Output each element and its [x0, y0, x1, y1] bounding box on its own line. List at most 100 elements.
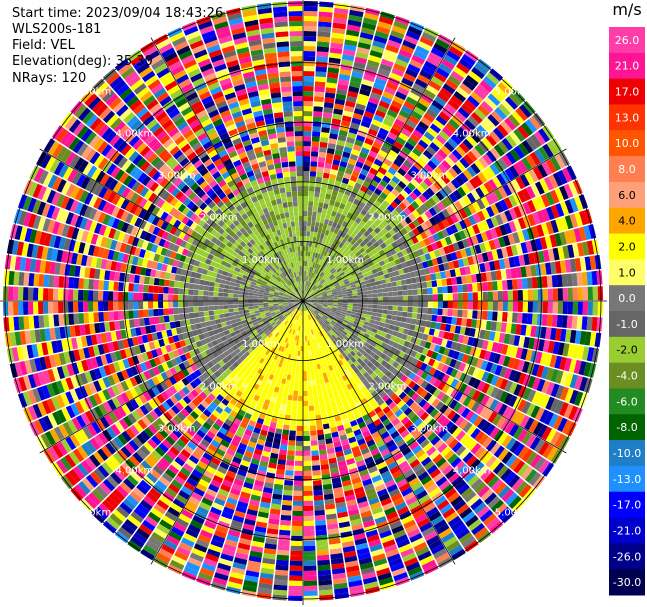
velocity-gate — [420, 116, 432, 127]
velocity-gate — [334, 265, 341, 271]
velocity-gate — [313, 247, 318, 253]
velocity-gate — [459, 82, 473, 95]
velocity-gate — [462, 195, 472, 206]
velocity-gate — [317, 343, 321, 349]
velocity-gate — [293, 390, 299, 396]
velocity-gate — [429, 468, 441, 479]
velocity-gate — [263, 552, 276, 560]
velocity-gate — [291, 410, 297, 416]
velocity-gate — [423, 356, 431, 365]
velocity-gate — [329, 380, 336, 387]
velocity-gate — [464, 471, 476, 483]
velocity-gate — [289, 575, 303, 581]
velocity-gate — [313, 273, 317, 279]
velocity-gate — [258, 434, 267, 441]
velocity-gate — [515, 243, 523, 255]
velocity-gate — [437, 211, 446, 221]
velocity-gate — [286, 399, 293, 406]
velocity-gate — [190, 519, 203, 530]
velocity-gate — [261, 562, 275, 570]
velocity-gate — [388, 413, 398, 423]
velocity-gate — [370, 237, 377, 245]
velocity-gate — [396, 379, 404, 388]
velocity-gate — [472, 292, 478, 301]
velocity-gate — [391, 525, 405, 535]
velocity-gate — [489, 458, 501, 472]
velocity-gate — [465, 74, 479, 87]
velocity-gate — [392, 225, 400, 234]
velocity-gate — [320, 324, 325, 330]
velocity-gate — [490, 321, 497, 331]
velocity-gate — [293, 340, 297, 346]
velocity-gate — [376, 378, 385, 387]
velocity-gate — [376, 215, 385, 224]
velocity-gate — [378, 577, 394, 586]
velocity-gate — [315, 289, 320, 293]
velocity-gate — [441, 374, 450, 384]
velocity-gate — [438, 330, 445, 339]
velocity-gate — [318, 222, 324, 229]
velocity-gate — [527, 199, 537, 213]
velocity-gate — [390, 393, 399, 402]
velocity-gate — [207, 511, 221, 521]
velocity-gate — [414, 197, 424, 207]
velocity-gate — [338, 73, 351, 81]
velocity-gate — [450, 388, 459, 399]
velocity-gate — [367, 128, 378, 137]
velocity-gate — [476, 392, 486, 404]
velocity-gate — [199, 501, 211, 511]
velocity-gate — [299, 325, 302, 331]
velocity-gate — [373, 272, 380, 278]
velocity-gate — [594, 254, 602, 270]
velocity-gate — [548, 174, 559, 189]
velocity-gate — [406, 312, 413, 318]
velocity-gate — [503, 393, 513, 405]
velocity-gate — [381, 200, 390, 208]
velocity-gate — [441, 464, 454, 476]
velocity-gate — [425, 187, 435, 197]
velocity-gate — [457, 404, 467, 416]
velocity-gate — [311, 312, 316, 318]
velocity-gate — [402, 267, 410, 274]
velocity-gate — [331, 269, 337, 275]
velocity-gate — [382, 287, 388, 293]
velocity-gate — [508, 256, 516, 268]
velocity-gate — [397, 301, 403, 306]
velocity-gate — [403, 207, 412, 216]
velocity-gate — [320, 464, 330, 471]
velocity-gate — [269, 508, 281, 515]
velocity-gate — [287, 445, 296, 451]
velocity-gate — [463, 385, 473, 396]
velocity-gate — [582, 286, 588, 301]
velocity-gate — [393, 141, 404, 150]
velocity-gate — [313, 311, 318, 316]
velocity-gate — [389, 319, 396, 326]
velocity-gate — [263, 482, 274, 489]
velocity-gate — [399, 235, 407, 244]
velocity-gate — [376, 256, 384, 263]
velocity-gate — [355, 345, 362, 352]
velocity-gate — [509, 440, 521, 454]
velocity-gate — [334, 445, 343, 453]
velocity-gate — [452, 259, 460, 269]
velocity-gate — [266, 528, 279, 535]
velocity-gate — [292, 400, 298, 406]
velocity-gate — [470, 498, 484, 511]
velocity-gate — [411, 200, 420, 210]
velocity-gate — [474, 446, 486, 458]
velocity-gate — [347, 308, 353, 312]
velocity-gate — [327, 143, 336, 150]
velocity-gate — [403, 233, 412, 241]
velocity-gate — [506, 279, 513, 290]
velocity-gate — [212, 534, 226, 544]
velocity-gate — [339, 225, 346, 232]
velocity-gate — [409, 151, 420, 161]
velocity-gate — [378, 390, 387, 398]
velocity-gate — [321, 357, 327, 363]
velocity-gate — [274, 360, 280, 367]
velocity-gate — [437, 163, 448, 174]
velocity-gate — [334, 180, 342, 187]
velocity-gate — [240, 459, 251, 468]
velocity-gate — [312, 299, 318, 301]
velocity-gate — [275, 564, 289, 571]
